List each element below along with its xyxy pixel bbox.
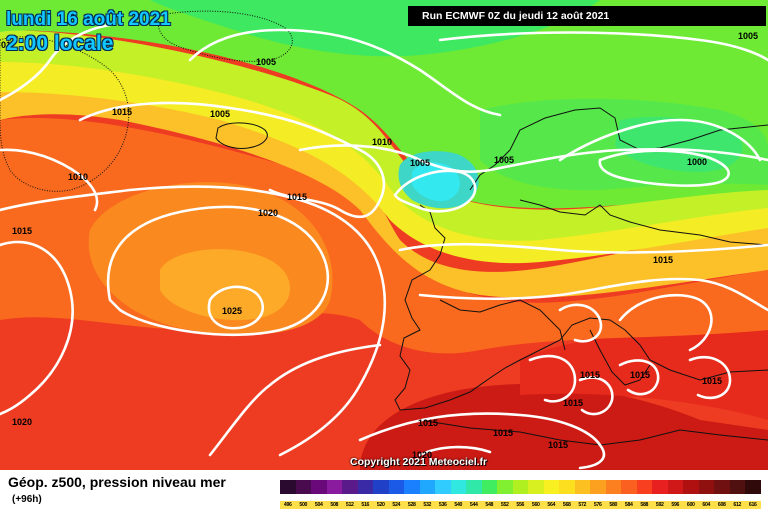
isobar-label: 1005 [737,31,759,41]
scale-swatch [574,480,590,494]
scale-swatch [652,480,668,494]
scale-tick-label: 520 [373,501,389,509]
scale-swatch [729,480,745,494]
scale-tick-label: 556 [512,501,528,509]
scale-swatch [342,480,358,494]
product-title: Géop. z500, pression niveau mer [8,474,226,490]
scale-tick-label: 548 [481,501,497,509]
scale-tick-label: 604 [698,501,714,509]
scale-tick-label: 568 [559,501,575,509]
scale-tick-label: 500 [295,501,311,509]
scale-swatch [404,480,420,494]
color-scale [280,480,761,494]
legend-footer: Géop. z500, pression niveau mer (+96h) 4… [0,470,768,512]
scale-tick-label: 572 [574,501,590,509]
scale-swatch [388,480,404,494]
scale-swatch [636,480,652,494]
forecast-time: 2:00 locale [6,32,114,55]
geopotential-field [0,0,768,470]
isobar-label: 1015 [492,428,514,438]
scale-tick-label: 528 [404,501,420,509]
scale-swatch [745,480,761,494]
weather-map: 01 1005 1005 1015 1005 1010 1010 1005 10… [0,0,768,470]
isobar-label: 1025 [221,306,243,316]
scale-tick-label: 524 [388,501,404,509]
scale-tick-label: 532 [419,501,435,509]
scale-tick-label: 600 [683,501,699,509]
isobar-label: 1015 [629,370,651,380]
isobar-label: 1005 [209,109,231,119]
isobar-label: 1005 [409,158,431,168]
scale-tick-label: 580 [605,501,621,509]
scale-tick-label: 512 [342,501,358,509]
isobar-label: 1015 [417,418,439,428]
scale-swatch [590,480,606,494]
scale-tick-label: 516 [357,501,373,509]
isobar-label: 1015 [562,398,584,408]
scale-tick-label: 596 [667,501,683,509]
isobar-label: 1000 [686,157,708,167]
scale-tick-label: 576 [590,501,606,509]
scale-swatch [698,480,714,494]
scale-swatch [450,480,466,494]
scale-swatch [373,480,389,494]
scale-swatch [481,480,497,494]
scale-swatch [295,480,311,494]
scale-tick-label: 564 [543,501,559,509]
run-info-banner: Run ECMWF 0Z du jeudi 12 août 2021 [408,6,766,26]
scale-swatch [621,480,637,494]
isobar-label: 1015 [286,192,308,202]
scale-tick-label: 560 [528,501,544,509]
scale-tick-label: 496 [280,501,296,509]
scale-swatch [543,480,559,494]
scale-swatch [311,480,327,494]
forecast-step: (+96h) [12,494,42,505]
scale-swatch [528,480,544,494]
isobar-label: 1010 [371,137,393,147]
scale-swatch [419,480,435,494]
isobar-label: 1015 [701,376,723,386]
scale-swatch [280,480,296,494]
isobar-label: 1015 [652,255,674,265]
isobar-label: 1015 [111,107,133,117]
scale-swatch [466,480,482,494]
scale-tick-label: 508 [326,501,342,509]
scale-swatch [714,480,730,494]
scale-tick-label: 552 [497,501,513,509]
scale-tick-label: 544 [466,501,482,509]
isobar-label: 1005 [255,57,277,67]
isobar-label: 1005 [493,155,515,165]
scale-tick-label: 592 [652,501,668,509]
scale-tick-label: 540 [450,501,466,509]
scale-swatch [683,480,699,494]
scale-swatch [326,480,342,494]
scale-swatch [435,480,451,494]
scale-swatch [357,480,373,494]
scale-tick-label: 504 [311,501,327,509]
scale-tick-label: 612 [729,501,745,509]
isobar-label: 1020 [257,208,279,218]
isobar-label: 01 [0,40,12,50]
scale-tick-label: 584 [621,501,637,509]
scale-tick-label: 616 [745,501,761,509]
scale-tick-label: 608 [714,501,730,509]
forecast-date: lundi 16 août 2021 [6,9,171,30]
isobar-label: 1015 [547,440,569,450]
isobar-label: 1020 [11,417,33,427]
scale-swatch [667,480,683,494]
isobar-label: 1015 [11,226,33,236]
isobar-label: 1020 [411,450,433,460]
copyright-notice: Copyright 2021 Meteociel.fr [350,456,488,468]
scale-tick-label: 536 [435,501,451,509]
scale-swatch [605,480,621,494]
isobar-label: 1015 [579,370,601,380]
scale-swatch [497,480,513,494]
isobar-label: 1010 [67,172,89,182]
scale-tick-label: 588 [636,501,652,509]
scale-swatch [512,480,528,494]
scale-swatch [559,480,575,494]
